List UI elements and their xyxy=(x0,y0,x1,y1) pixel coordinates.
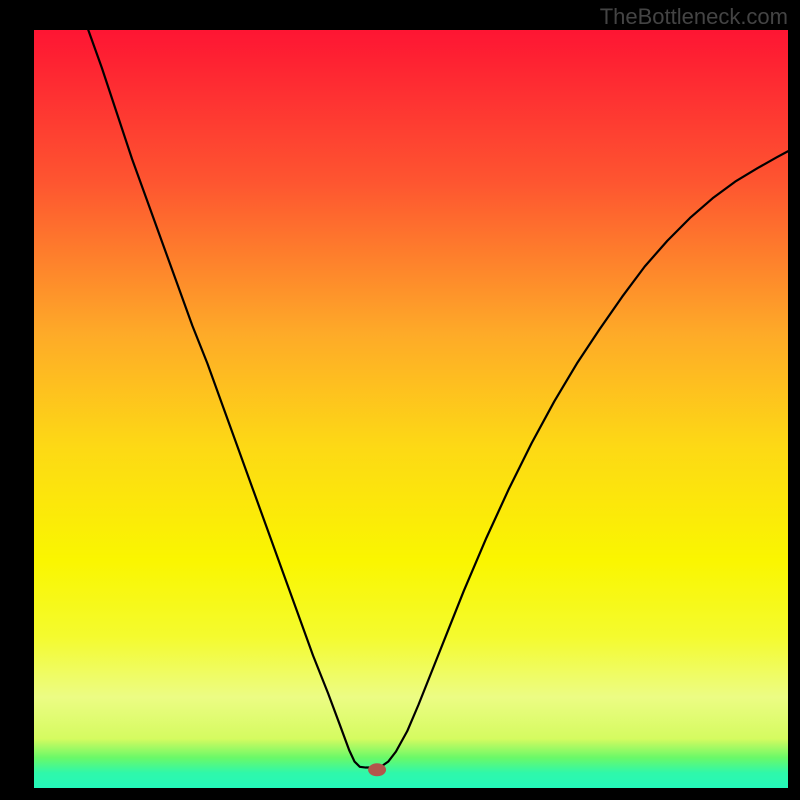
optimal-marker xyxy=(368,763,386,776)
chart-svg xyxy=(34,30,788,788)
chart-container: TheBottleneck.com xyxy=(0,0,800,800)
gradient-background xyxy=(34,30,788,788)
watermark-text: TheBottleneck.com xyxy=(600,4,788,30)
plot-area xyxy=(34,30,788,788)
